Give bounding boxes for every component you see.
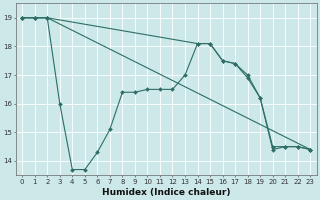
X-axis label: Humidex (Indice chaleur): Humidex (Indice chaleur): [102, 188, 230, 197]
